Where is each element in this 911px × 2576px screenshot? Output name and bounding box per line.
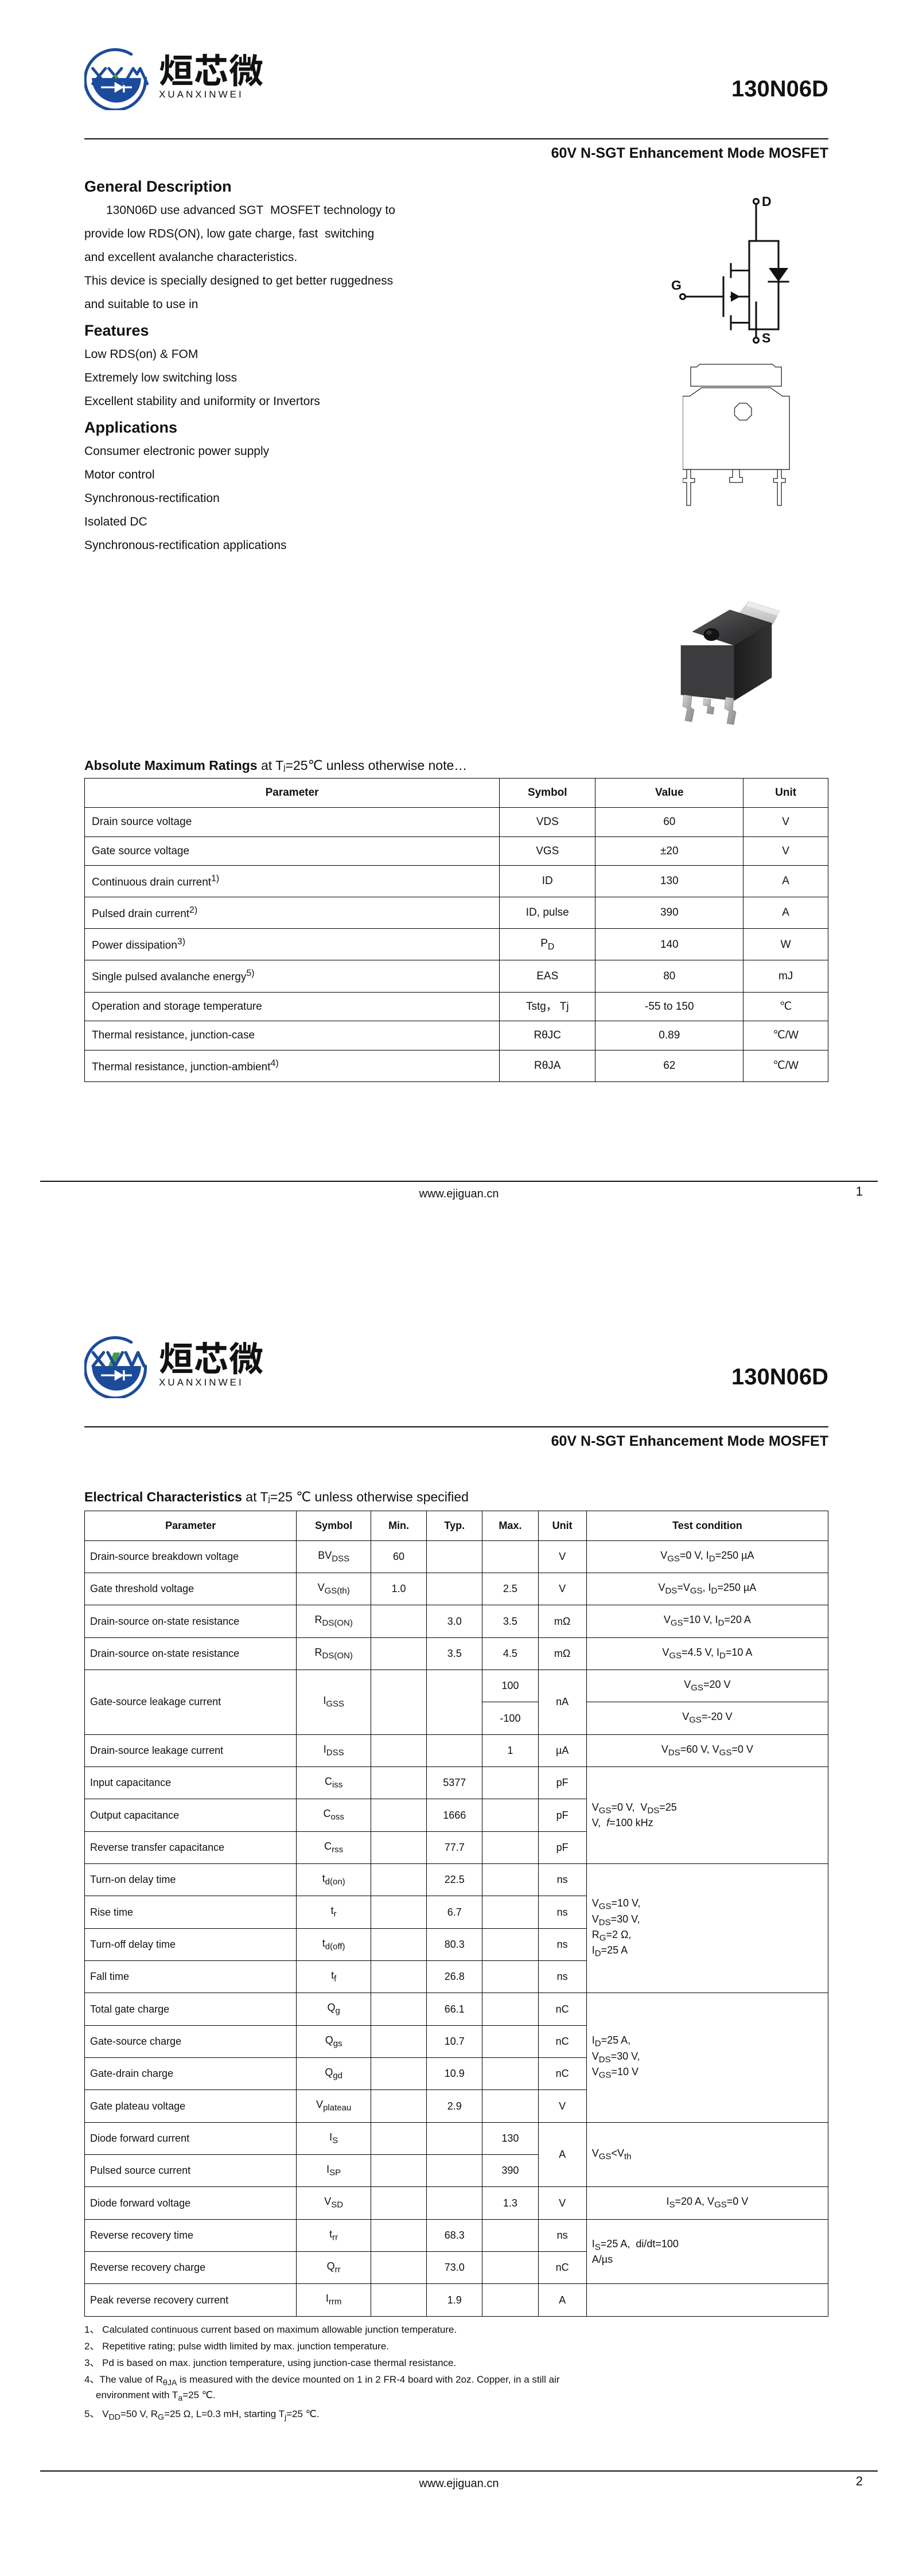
- svg-text:G: G: [671, 278, 682, 293]
- svg-text:D: D: [762, 195, 772, 209]
- svg-text:S: S: [762, 330, 770, 344]
